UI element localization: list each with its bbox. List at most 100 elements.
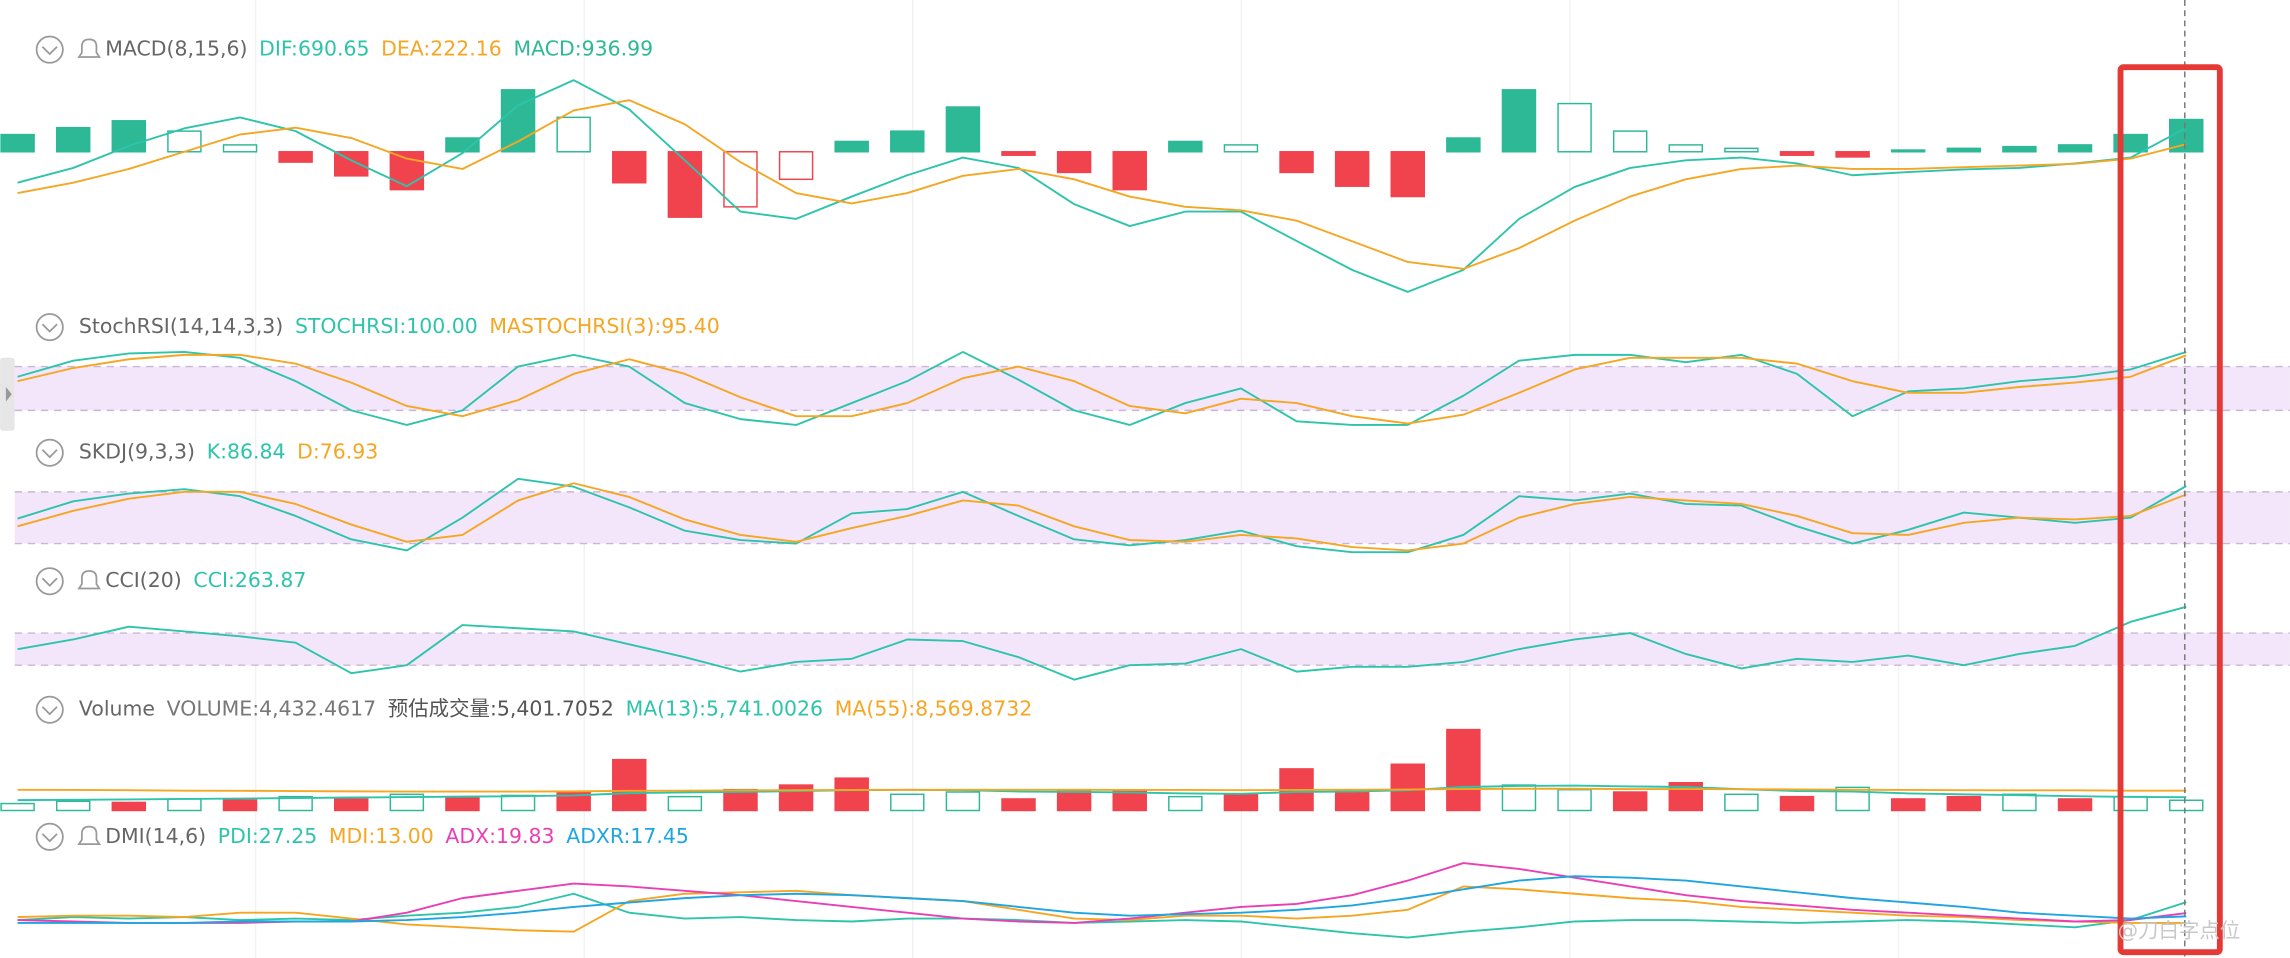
watermark: @刀白字点位 [2118, 919, 2241, 943]
legend-entry: MA(55):8,569.8732 [835, 697, 1032, 721]
bar [0, 802, 35, 812]
bar [1334, 151, 1370, 187]
bar [2057, 798, 2093, 812]
line [17, 787, 2187, 793]
collapse-button[interactable] [35, 695, 64, 724]
bar [1724, 147, 1759, 153]
line [17, 862, 2187, 924]
bar [1835, 786, 1870, 812]
bar [111, 120, 147, 153]
bar [834, 140, 869, 153]
bar [111, 801, 147, 812]
bar [445, 137, 480, 153]
bar [222, 144, 258, 153]
bar [1223, 144, 1259, 153]
bar [1835, 151, 1870, 158]
collapse-button[interactable] [35, 438, 64, 467]
bar [1890, 798, 1926, 812]
line [17, 482, 2187, 552]
collapse-button[interactable] [35, 35, 64, 64]
line [17, 99, 2187, 270]
bar [1612, 130, 1648, 153]
legend-entry: CCI:263.87 [193, 568, 306, 592]
collapse-button[interactable] [35, 567, 64, 596]
bar [778, 784, 814, 812]
bar [945, 106, 981, 153]
legend-entry: DEA:222.16 [381, 37, 502, 61]
band [14, 633, 2290, 666]
line [17, 79, 2187, 293]
collapse-button[interactable] [35, 313, 64, 342]
bar [556, 116, 591, 153]
bar [1557, 102, 1592, 153]
legend-entry: VOLUME:4,432.4617 [167, 697, 376, 721]
bar [1501, 89, 1537, 153]
bar [1557, 788, 1592, 812]
panel-title: Volume [79, 697, 155, 721]
bar [890, 130, 925, 153]
panel-title: StochRSI(14,14,3,3) [79, 314, 283, 338]
bar [1946, 147, 1982, 153]
bar [612, 758, 647, 812]
band [14, 366, 2290, 411]
legend-entry: DIF:690.65 [259, 37, 369, 61]
legend-entry: ADX:19.83 [445, 824, 554, 848]
line [17, 605, 2187, 681]
bar [1112, 151, 1147, 191]
alert-bell[interactable] [77, 570, 102, 590]
bar [389, 793, 425, 812]
collapse-chevron [41, 577, 58, 587]
bar [2002, 145, 2037, 153]
annotation: 预估成交量:5,401.7052 [388, 697, 614, 721]
panel-title: CCI(20) [105, 568, 182, 592]
bar [500, 794, 536, 812]
bar [333, 798, 369, 812]
bar [1056, 151, 1092, 174]
legend-entry: D:76.93 [297, 440, 378, 464]
bar [55, 126, 91, 153]
bar [1446, 728, 1481, 812]
bar [1001, 151, 1036, 156]
bar [167, 798, 202, 812]
legend-entry: ADXR:17.45 [566, 824, 689, 848]
collapse-chevron [41, 46, 58, 56]
bar [389, 151, 425, 191]
bar [1112, 790, 1147, 812]
bar [1168, 140, 1203, 153]
collapse-button[interactable] [35, 822, 64, 851]
bar [2169, 799, 2204, 812]
legend-entry: MA(13):5,741.0026 [626, 697, 823, 721]
bar [834, 777, 869, 812]
bar [2057, 144, 2093, 153]
bar [778, 151, 814, 181]
bar [0, 133, 35, 153]
bar [1223, 793, 1259, 812]
collapse-chevron [41, 706, 58, 716]
alert-bell[interactable] [77, 38, 102, 58]
panel-title: SKDJ(9,3,3) [79, 440, 195, 464]
legend-entry: MDI:13.00 [329, 824, 434, 848]
line [17, 875, 2187, 924]
bar [1334, 788, 1370, 812]
bar [1779, 795, 1815, 812]
bar [278, 795, 313, 812]
line [17, 477, 2187, 554]
bar [1001, 798, 1036, 812]
alert-bell[interactable] [77, 825, 102, 845]
bar [222, 799, 258, 812]
bar [1724, 793, 1759, 812]
legend-entry: STOCHRSI:100.00 [295, 314, 478, 338]
bar [1779, 151, 1815, 156]
bar [278, 151, 313, 163]
bar [1168, 795, 1203, 812]
bar [1390, 763, 1425, 812]
legend-entry: K:86.84 [207, 440, 286, 464]
bar [1390, 151, 1425, 198]
legend-entry: MACD:936.99 [514, 37, 654, 61]
bar [1890, 149, 1926, 153]
bar [667, 795, 703, 812]
line [17, 350, 2187, 426]
